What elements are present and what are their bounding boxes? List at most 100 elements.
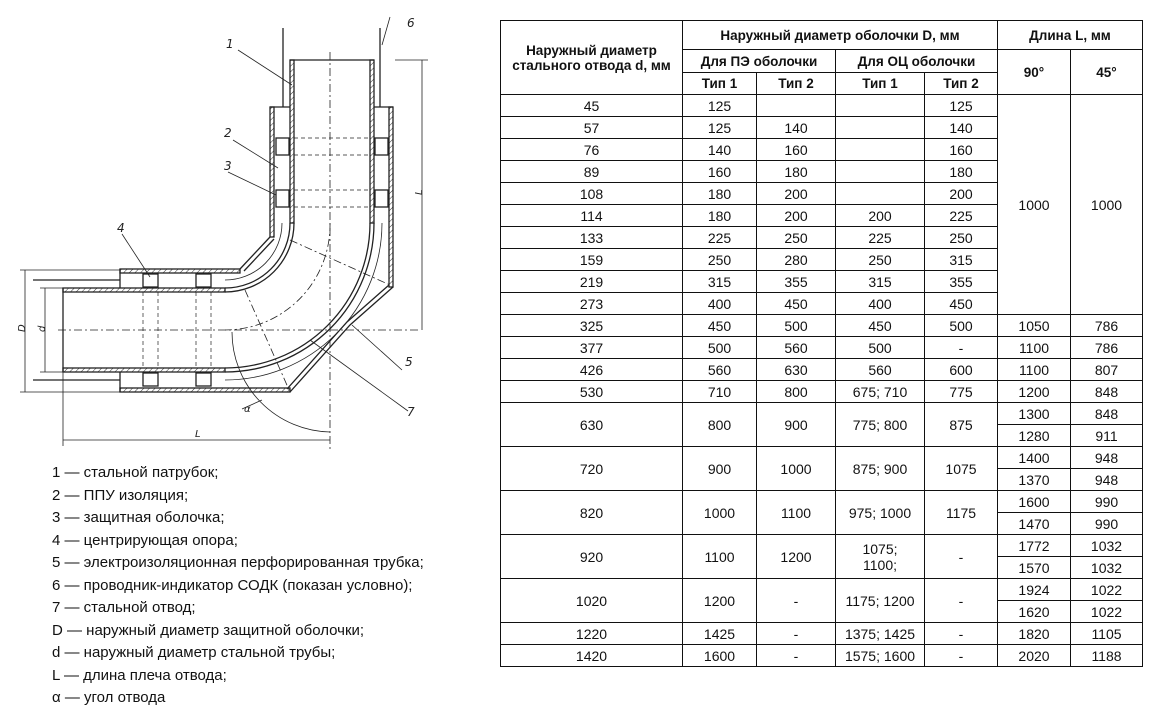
cell-oc1: 1575; 1600 — [835, 644, 925, 667]
cell-oc1: 500 — [835, 336, 925, 359]
cell-pe1: 1200 — [682, 578, 757, 623]
cell-d: 426 — [500, 358, 683, 381]
cell-oc1 — [835, 116, 925, 139]
cell-oc2: - — [924, 534, 998, 579]
cell-d: 45 — [500, 94, 683, 117]
cell-oc2: - — [924, 336, 998, 359]
cell-oc1: 875; 900 — [835, 446, 925, 491]
cell-length-90: 1570 — [997, 556, 1071, 579]
cell-pe1: 160 — [682, 160, 757, 183]
cell-d: 1420 — [500, 644, 683, 667]
cell-pe2: 1200 — [756, 534, 836, 579]
cell-pe2: 800 — [756, 380, 836, 403]
callout-1: 1 — [226, 37, 234, 51]
cell-oc2: 875 — [924, 402, 998, 447]
cell-pe1: 710 — [682, 380, 757, 403]
cell-d: 89 — [500, 160, 683, 183]
cell-pe1: 1600 — [682, 644, 757, 667]
header-45-deg: 45° — [1070, 49, 1143, 95]
cell-pe1: 1000 — [682, 490, 757, 535]
cell-length-45: 848 — [1070, 380, 1143, 403]
cell-pe2 — [756, 94, 836, 117]
cell-oc2: 200 — [924, 182, 998, 205]
cell-pe2: 140 — [756, 116, 836, 139]
cell-pe2: 280 — [756, 248, 836, 271]
cell-length-90: 1600 — [997, 490, 1071, 513]
table-row: 57 125 140 140 — [500, 116, 1143, 139]
cell-length-45: 990 — [1070, 490, 1143, 513]
legend-item: L — длина плеча отвода; — [52, 666, 227, 684]
cell-d: 377 — [500, 336, 683, 359]
cell-oc2: - — [924, 578, 998, 623]
cell-pe1: 315 — [682, 270, 757, 293]
cell-oc1: 675; 710 — [835, 380, 925, 403]
legend-item: α — угол отвода — [52, 689, 166, 706]
pipe-bend-drawing: 1 2 3 4 5 6 7 D d L L α — [17, 16, 428, 450]
dimensions-table: Наружный диаметр стального отвода d, мм … — [500, 20, 1143, 667]
cell-pe2: 1100 — [756, 490, 836, 535]
dim-L-horizontal-label: L — [195, 429, 201, 440]
cell-pe2: - — [756, 644, 836, 667]
cell-d: 108 — [500, 182, 683, 205]
cell-length-45: 1032 — [1070, 556, 1143, 579]
header-pe-type2: Тип 2 — [756, 72, 836, 95]
cell-d: 57 — [500, 116, 683, 139]
table-row: 133 225 250 225 250 — [500, 226, 1143, 249]
cell-d: 76 — [500, 138, 683, 161]
cell-oc1: 560 — [835, 358, 925, 381]
legend-item: 6 — проводник-индикатор СОДК (показан ус… — [52, 576, 413, 594]
cell-d: 133 — [500, 226, 683, 249]
cell-pe2: 1000 — [756, 446, 836, 491]
legend: 1 — стальной патрубок; 2 — ППУ изоляция; 3… — [52, 462, 424, 710]
cell-oc1: 200 — [835, 204, 925, 227]
cell-pe1: 560 — [682, 358, 757, 381]
cell-pe1: 140 — [682, 138, 757, 161]
indicator-wires — [33, 28, 381, 381]
cell-length-45: 786 — [1070, 314, 1143, 337]
cell-oc2: 450 — [924, 292, 998, 315]
legend-item: 4 — центрирующая опора; — [52, 531, 238, 549]
cell-length-90: 1370 — [997, 468, 1071, 491]
legend-item: 7 — стальной отвод; — [52, 599, 196, 616]
cell-pe1: 1100 — [682, 534, 757, 579]
cell-length-45: 948 — [1070, 468, 1143, 491]
legend-item: 5 — электроизоляционная перфорированная … — [52, 554, 424, 571]
cell-oc2: - — [924, 622, 998, 645]
cell-oc1: 225 — [835, 226, 925, 249]
cell-pe2: 560 — [756, 336, 836, 359]
cell-length-90: 1620 — [997, 600, 1071, 623]
cell-d: 325 — [500, 314, 683, 337]
cell-oc2: 1075 — [924, 446, 998, 491]
cell-length-90: 1470 — [997, 512, 1071, 535]
legend-item: 2 — ППУ изоляция; — [52, 486, 189, 504]
cell-pe2: 450 — [756, 292, 836, 315]
cell-pe2: 200 — [756, 204, 836, 227]
dim-L-vertical-label: L — [414, 189, 425, 195]
cell-pe1: 125 — [682, 94, 757, 117]
table-row: 1470 990 — [501, 512, 1143, 535]
cell-pe2: 500 — [756, 314, 836, 337]
cell-oc2: - — [924, 644, 998, 667]
table-row: 1370 948 — [501, 468, 1143, 491]
table-row: 720 900 1000 875; 900 1075 1400 948 — [500, 446, 1143, 491]
cell-oc2: 250 — [924, 226, 998, 249]
cell-d: 720 — [500, 446, 683, 491]
cell-oc2: 355 — [924, 270, 998, 293]
table-row: 325 450 500 450 500 1050 786 — [500, 314, 1143, 337]
cell-pe2: - — [756, 578, 836, 623]
cell-length-45: 848 — [1070, 402, 1143, 425]
cell-pe2: 630 — [756, 358, 836, 381]
cell-oc1: 975; 1000 — [835, 490, 925, 535]
cell-d: 219 — [500, 270, 683, 293]
cell-pe2: 180 — [756, 160, 836, 183]
cell-pe1: 250 — [682, 248, 757, 271]
cell-oc1 — [835, 160, 925, 183]
cell-d: 1020 — [500, 578, 683, 623]
cell-oc2: 1175 — [924, 490, 998, 535]
table-row: 76 140 160 160 — [500, 138, 1143, 161]
dim-d-label: d — [37, 325, 48, 332]
header-pe-shell: Для ПЭ оболочки — [682, 49, 836, 73]
cell-oc1 — [835, 94, 925, 117]
table-row: 45 125 125 1000 1000 — [500, 94, 1143, 315]
cell-length-45: 911 — [1070, 424, 1143, 447]
